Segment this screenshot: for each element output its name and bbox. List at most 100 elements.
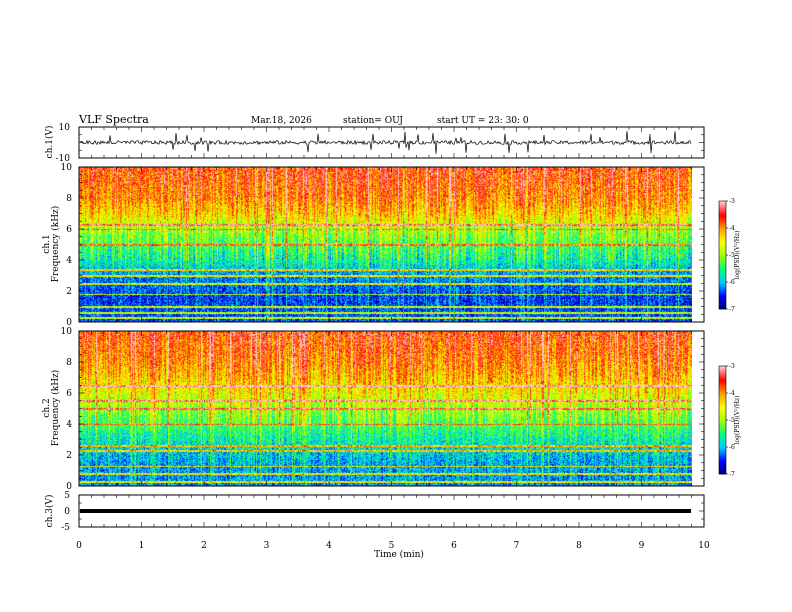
ch2-spectrogram-ylabel-frequency: Frequency (kHz): [50, 370, 61, 447]
ch1-ytick-bottom: -10: [56, 154, 71, 164]
ch2-colorbar-tick--6: -6: [729, 444, 735, 451]
ch1-colorbar-swatch: [719, 305, 726, 308]
ch1-colorbar-swatch: [719, 226, 726, 229]
time-axis-ticks: 0 1 2 3 4 5 6 7 8 9 10: [76, 541, 710, 551]
ch2-colorbar-swatch: [719, 407, 726, 410]
ch1-waveform-frame: [78, 126, 705, 159]
ch1-colorbar-swatch: [719, 228, 726, 231]
ch2-spectrogram-ytick-6: 6: [66, 389, 72, 399]
ch1-colorbar-swatch: [719, 235, 726, 238]
ch1-colorbar-swatch: [719, 208, 726, 211]
ch2-colorbar-swatch: [719, 434, 726, 437]
time-axis-tick-5: 5: [389, 541, 395, 551]
ch1-colorbar-label: log(PSD)(V²/Hz): [734, 231, 741, 280]
ch2-colorbar-swatch: [719, 461, 726, 464]
ch1-colorbar-swatch: [719, 276, 726, 279]
ch2-spectrogram-ytick-10: 10: [61, 327, 73, 337]
ch1-colorbar-swatch: [719, 267, 726, 270]
ch2-colorbar-swatch: [719, 403, 726, 406]
ch1-colorbar-swatch: [719, 298, 726, 301]
ch1-spectrogram-ytick-4: 4: [66, 256, 72, 266]
ch1-colorbar-swatch: [719, 204, 726, 207]
ch1-colorbar-swatch: [719, 213, 726, 216]
ch2-colorbar-swatch: [719, 454, 726, 457]
ch2-colorbar-swatch: [719, 430, 726, 433]
ch1-colorbar-swatch: [719, 289, 726, 292]
ch1-colorbar-swatch: [719, 273, 726, 276]
ch2-colorbar-swatch: [719, 463, 726, 466]
ch1-colorbar-swatch: [719, 301, 726, 304]
ch1-colorbar-swatch: [719, 296, 726, 299]
ch2-colorbar-swatch: [719, 380, 726, 383]
ch2-colorbar: -3 -4 -5 -6 -7 log(PSD)(V²/Hz): [718, 363, 741, 478]
ch2-colorbar-swatch: [719, 384, 726, 387]
ch1-colorbar-swatch: [719, 229, 726, 232]
date-label: Mar.18, 2026: [251, 116, 312, 126]
ch1-colorbar-swatch: [719, 300, 726, 303]
ch1-ytick-top: 10: [59, 123, 71, 133]
sg1-raster: [79, 167, 692, 322]
ch2-colorbar-swatch: [719, 470, 726, 473]
ch1-colorbar-swatch: [719, 233, 726, 236]
ch1-colorbar-swatch: [719, 274, 726, 277]
ch1-spectrogram-ytick-8: 8: [66, 194, 72, 204]
ch2-colorbar-swatch: [719, 447, 726, 450]
ch1-colorbar-tick--3: -3: [729, 198, 735, 205]
ch1-colorbar-swatch: [719, 224, 726, 227]
ch1-spectrogram-ytick-10: 10: [61, 163, 73, 173]
ch1-waveform-trace: [79, 131, 692, 154]
ch2-colorbar-swatch: [719, 443, 726, 446]
ch1-colorbar-swatch: [719, 303, 726, 306]
ch2-colorbar-swatch: [719, 375, 726, 378]
ch2-colorbar-swatch: [719, 439, 726, 442]
ch3-waveform-ylabel: ch.3(V): [44, 495, 55, 528]
ch3-ytick-mid: 0: [64, 507, 70, 517]
ch1-colorbar-swatch: [719, 220, 726, 223]
ch3-ytick-top: 5: [64, 491, 70, 501]
ch2-colorbar-swatch: [719, 402, 726, 405]
ch1-colorbar-swatch: [719, 260, 726, 263]
ch1-colorbar-swatch: [719, 262, 726, 265]
ch2-colorbar-swatch: [719, 389, 726, 392]
ch1-colorbar-swatch: [719, 278, 726, 281]
ch2-colorbar-swatch: [719, 394, 726, 397]
ch2-colorbar-swatch: [719, 441, 726, 444]
time-axis-tick-3: 3: [264, 541, 270, 551]
ch1-colorbar-swatch: [719, 247, 726, 250]
ch2-colorbar-swatch: [719, 376, 726, 379]
ch1-colorbar-swatch: [719, 280, 726, 283]
ch2-colorbar-swatch: [719, 452, 726, 455]
ch1-colorbar-swatch: [719, 202, 726, 205]
ch1-colorbar-swatch: [719, 238, 726, 241]
ch2-colorbar-swatch: [719, 436, 726, 439]
ch1-waveform-panel: 10 -10 ch.1(V): [44, 123, 705, 164]
ch2-colorbar-swatch: [719, 468, 726, 471]
ch2-colorbar-swatch: [719, 387, 726, 390]
ch2-colorbar-tick--7: -7: [729, 471, 735, 478]
ch1-spectrogram-image: [79, 167, 704, 322]
ch1-colorbar-swatch: [719, 307, 726, 310]
ch1-colorbar-swatch: [719, 283, 726, 286]
ch1-colorbar-swatch: [719, 291, 726, 294]
ch1-colorbar-swatch: [719, 256, 726, 259]
ch2-colorbar-swatch: [719, 448, 726, 451]
ch1-colorbar-swatch: [719, 294, 726, 297]
ch1-colorbar-swatch: [719, 201, 726, 204]
ch1-colorbar-swatch: [719, 211, 726, 214]
ch2-spectrogram-ytick-0: 0: [66, 482, 72, 492]
ch2-colorbar-swatch: [719, 367, 726, 370]
time-axis-tick-6: 6: [451, 541, 457, 551]
time-axis-tick-9: 9: [639, 541, 645, 551]
ch2-spectrogram-ytick-2: 2: [66, 451, 72, 461]
ch1-spectrogram-panel: 0 2 4 6 8 10 ch.1 Frequency (kHz) -3 -4 -5 -6 -7 l…: [42, 163, 741, 328]
ch2-colorbar-swatch: [719, 457, 726, 460]
ch2-spectrogram-image: [79, 331, 704, 486]
ch2-colorbar-swatch: [719, 371, 726, 374]
ch2-colorbar-swatch: [719, 466, 726, 469]
ch2-colorbar-swatch: [719, 425, 726, 428]
ch1-colorbar-swatch: [719, 285, 726, 288]
frame-tick-marks: [78, 126, 705, 528]
time-axis-label: Time (min): [374, 549, 424, 560]
ch2-colorbar-tick--4: -4: [729, 390, 735, 397]
